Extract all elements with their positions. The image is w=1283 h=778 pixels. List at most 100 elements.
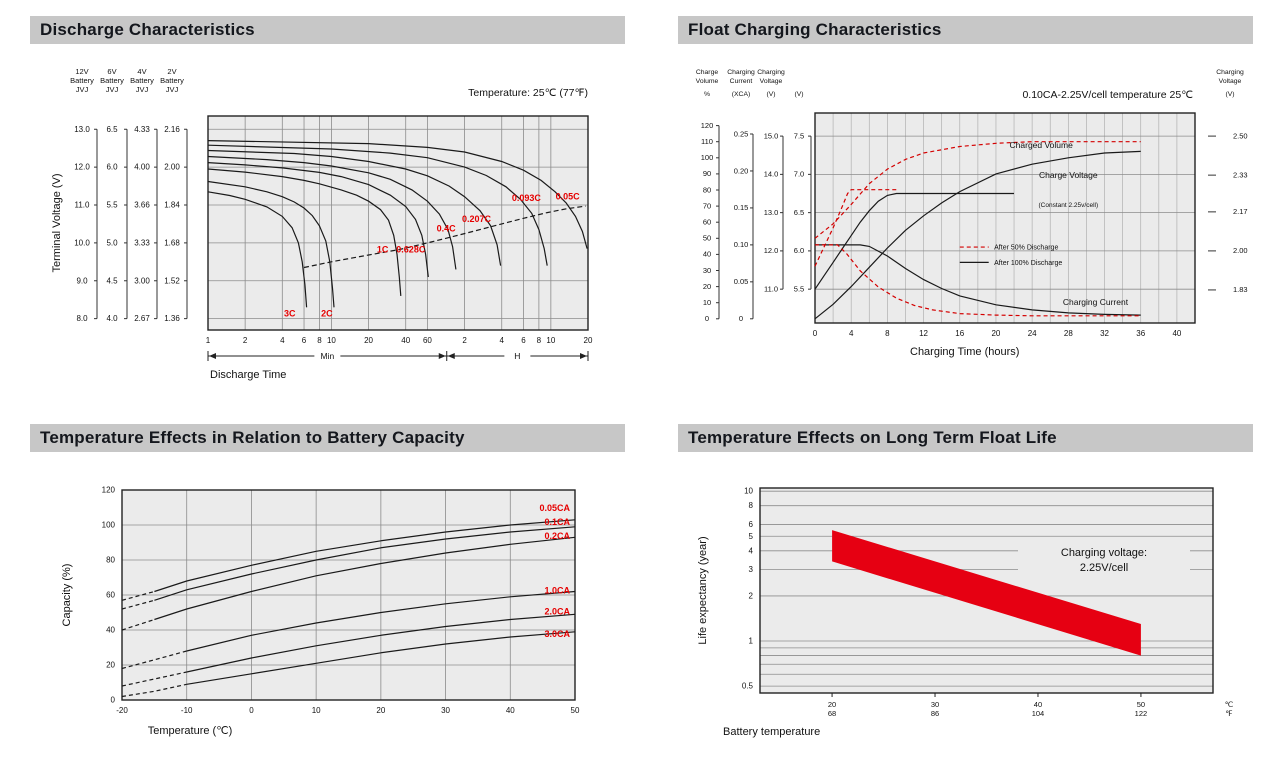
voltage-tick-label: 4.5 — [106, 276, 118, 285]
curve-label: Charged Volume — [1010, 140, 1074, 150]
voltage-tick-label: 3.66 — [134, 201, 150, 210]
axis-tick-label: 50 — [703, 234, 711, 243]
voltage-tick-label: 2.16 — [164, 125, 180, 134]
capacity-curve — [186, 613, 576, 673]
annotation-text: 2.25V/cell — [1080, 562, 1128, 574]
axis-tick-label: 0 — [813, 329, 818, 338]
axis-tick-label: 16 — [955, 329, 964, 338]
y-axis-label: Life expectancy (year) — [697, 536, 709, 644]
axis-tick-label: 3 — [749, 565, 754, 574]
axis-tick-label: 80 — [106, 556, 115, 565]
axis-tick-label: 10 — [546, 336, 555, 345]
x-unit-celsius: ℃ — [1225, 700, 1234, 709]
rate-label: 0.2CA — [544, 531, 570, 541]
annotation-text: Charging voltage: — [1061, 547, 1147, 559]
axis-tick-label: 30 — [703, 266, 711, 275]
axis-tick-label: 80 — [703, 185, 711, 194]
axis-tick-label: 5 — [749, 532, 754, 541]
axis-tick-label: 2.00 — [1233, 246, 1248, 255]
scale-header: JVJ — [76, 85, 89, 94]
discharge-curve — [207, 168, 402, 296]
charging-curve — [815, 244, 1141, 317]
rate-label: 2.0CA — [544, 606, 570, 616]
axis-tick-label: 6.0 — [794, 246, 804, 255]
axis-tick-label: 4 — [749, 546, 754, 555]
rate-label: 1.0CA — [544, 585, 570, 595]
voltage-tick-label: 1.52 — [164, 276, 180, 285]
x-tick-label-celsius: 20 — [828, 700, 836, 709]
axis-tick-label: 40 — [703, 250, 711, 259]
axis-tick-label: 0 — [739, 314, 743, 323]
axis-tick-label: 90 — [703, 169, 711, 178]
voltage-tick-label: 6.5 — [106, 125, 118, 134]
curve-label: Charging Current — [1063, 297, 1129, 307]
axis-tick-label: 60 — [423, 336, 432, 345]
panel-title-float-charging: Float Charging Characteristics — [678, 16, 1253, 44]
rate-label: 0.05C — [556, 191, 581, 201]
axis-header: Voltage — [760, 78, 783, 85]
x-tick-label-fahrenheit: 68 — [828, 709, 836, 718]
axis-tick-label: 1 — [206, 336, 211, 345]
axis-tick-label: 20 — [703, 282, 711, 291]
plot-border — [207, 115, 589, 331]
axis-tick-label: -20 — [116, 706, 128, 715]
plot-area — [208, 116, 588, 330]
axis-tick-label: 30 — [441, 706, 450, 715]
capacity-curve-dashed — [121, 599, 155, 610]
axis-tick-label: 20 — [106, 661, 115, 670]
cutoff-curve — [303, 205, 586, 269]
axis-tick-label: 6 — [521, 336, 526, 345]
axis-tick-label: 70 — [703, 201, 711, 210]
capacity-curve — [154, 536, 576, 621]
axis-header: Charge — [696, 69, 719, 76]
capacity-curve — [154, 519, 576, 593]
axis-tick-label: 13.0 — [764, 208, 779, 217]
axis-tick-label: 0.15 — [734, 203, 749, 212]
axis-tick-label: 11.0 — [764, 284, 778, 293]
rate-label: 3C — [284, 309, 296, 319]
axis-tick-label: 40 — [506, 706, 515, 715]
panel-title-discharge: Discharge Characteristics — [30, 16, 625, 44]
charging-curve — [815, 244, 1141, 316]
scale-header: 12V — [75, 67, 88, 76]
axis-tick-label: 2 — [749, 591, 754, 600]
axis-tick-label: 10 — [327, 336, 336, 345]
voltage-tick-label: 6.0 — [106, 163, 118, 172]
axis-tick-label: 4 — [500, 336, 505, 345]
x-tick-label-fahrenheit: 122 — [1135, 709, 1148, 718]
y-axis-label: Terminal Voltage (V) — [51, 173, 63, 272]
curve-label: Charge Voltage — [1039, 170, 1098, 180]
capacity-curve — [186, 590, 576, 652]
axis-tick-label: 60 — [106, 591, 115, 600]
axis-tick-label: 2 — [462, 336, 467, 345]
legend-label: After 50% Discharge — [994, 245, 1058, 252]
discharge-curve — [207, 191, 308, 308]
charging-curve — [814, 141, 1141, 239]
axis-tick-label: 4 — [849, 329, 854, 338]
capacity-curve — [186, 631, 576, 685]
axis-tick-label: 15.0 — [764, 131, 779, 140]
y-axis-label: Capacity (%) — [61, 564, 73, 627]
discharge-curve — [207, 144, 548, 266]
axis-tick-label: 7.0 — [794, 170, 804, 179]
axis-tick-label: 50 — [571, 706, 580, 715]
float-life-chart: 10 8 6 5 4 3 2 1 0.5 20 68 30 86 40 104 50 122 ℃ ℉ Charging… — [678, 468, 1258, 768]
axis-tick-label: 100 — [701, 153, 714, 162]
x-tick-label-fahrenheit: 104 — [1032, 709, 1045, 718]
annotation-bg — [1018, 540, 1190, 578]
axis-tick-label: 40 — [106, 626, 115, 635]
temperature-note: Temperature: 25℃ (77℉) — [468, 87, 588, 99]
axis-tick-label: 1 — [749, 637, 754, 646]
voltage-tick-label: 2.67 — [134, 314, 150, 323]
x-axis-label: Charging Time (hours) — [910, 346, 1019, 358]
voltage-tick-label: 11.0 — [75, 201, 91, 210]
scale-header: Battery — [160, 76, 184, 85]
axis-tick-label: 2 — [243, 336, 248, 345]
voltage-tick-label: 4.33 — [134, 125, 150, 134]
rate-label: 2C — [321, 309, 333, 319]
curve-label: (Constant 2.25v/cell) — [1039, 202, 1099, 209]
arrow-head — [438, 353, 446, 359]
axis-tick-label: 120 — [701, 121, 714, 130]
axis-tick-label: 20 — [991, 329, 1000, 338]
charging-curve — [814, 189, 897, 267]
